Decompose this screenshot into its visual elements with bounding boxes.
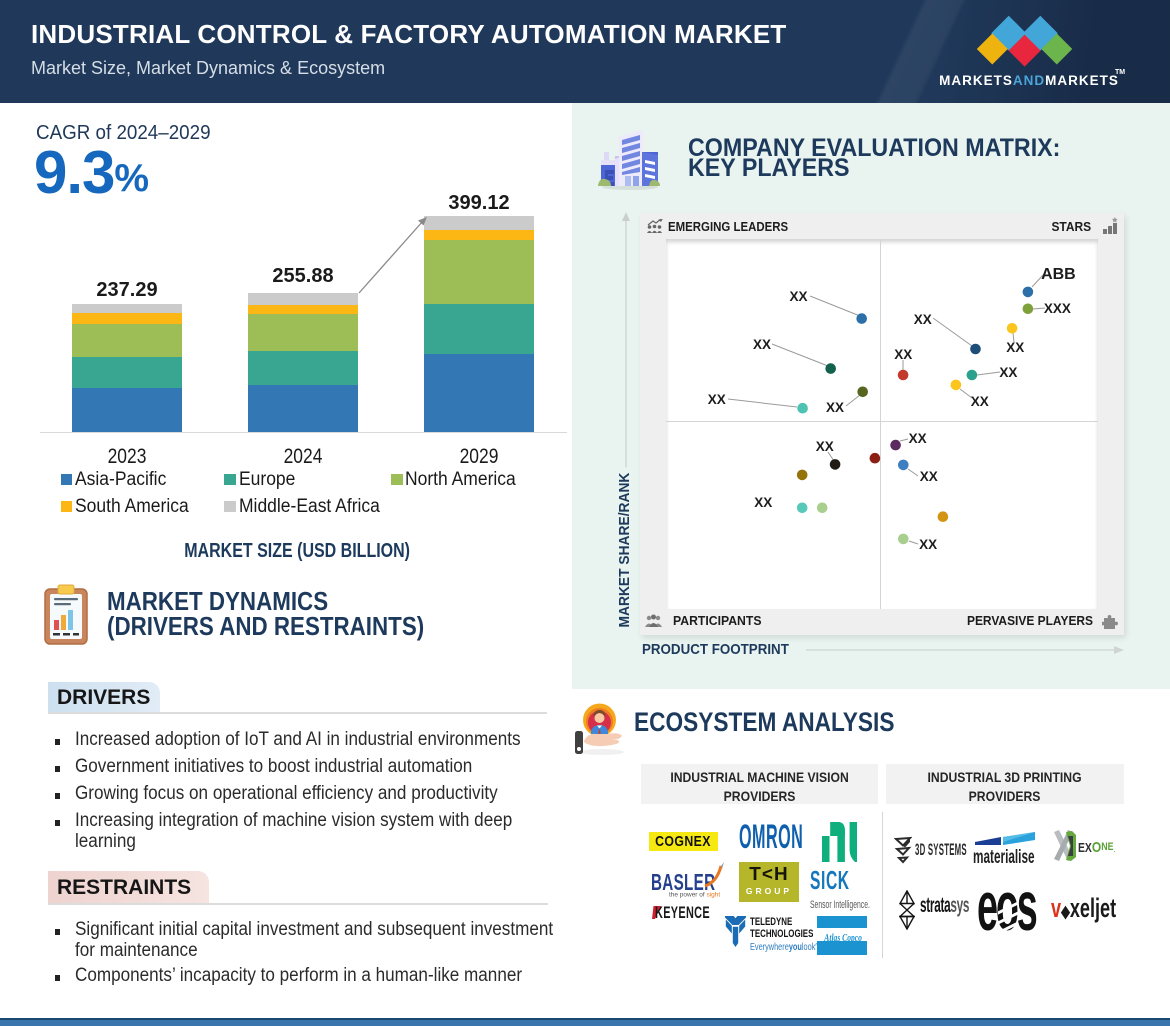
svg-text:XX: XX bbox=[816, 439, 834, 454]
svg-text:XX: XX bbox=[920, 469, 938, 484]
svg-text:XX: XX bbox=[789, 289, 807, 304]
svg-text:XXX: XXX bbox=[1044, 301, 1071, 316]
svg-text:XX: XX bbox=[971, 394, 989, 409]
svg-text:MARKETSANDMARKETS: MARKETSANDMARKETS bbox=[939, 73, 1119, 88]
svg-text:XX: XX bbox=[894, 347, 912, 362]
svg-text:XX: XX bbox=[753, 337, 771, 352]
svg-text:ABB: ABB bbox=[1041, 266, 1076, 283]
svg-text:XX: XX bbox=[914, 312, 932, 327]
svg-text:TM: TM bbox=[1115, 69, 1125, 76]
svg-text:XX: XX bbox=[826, 400, 844, 415]
svg-text:XX: XX bbox=[909, 431, 927, 446]
svg-text:XX: XX bbox=[999, 365, 1017, 380]
svg-text:XX: XX bbox=[708, 392, 726, 407]
svg-text:XX: XX bbox=[1006, 340, 1024, 355]
svg-text:XX: XX bbox=[919, 537, 937, 552]
svg-text:XX: XX bbox=[754, 495, 772, 510]
